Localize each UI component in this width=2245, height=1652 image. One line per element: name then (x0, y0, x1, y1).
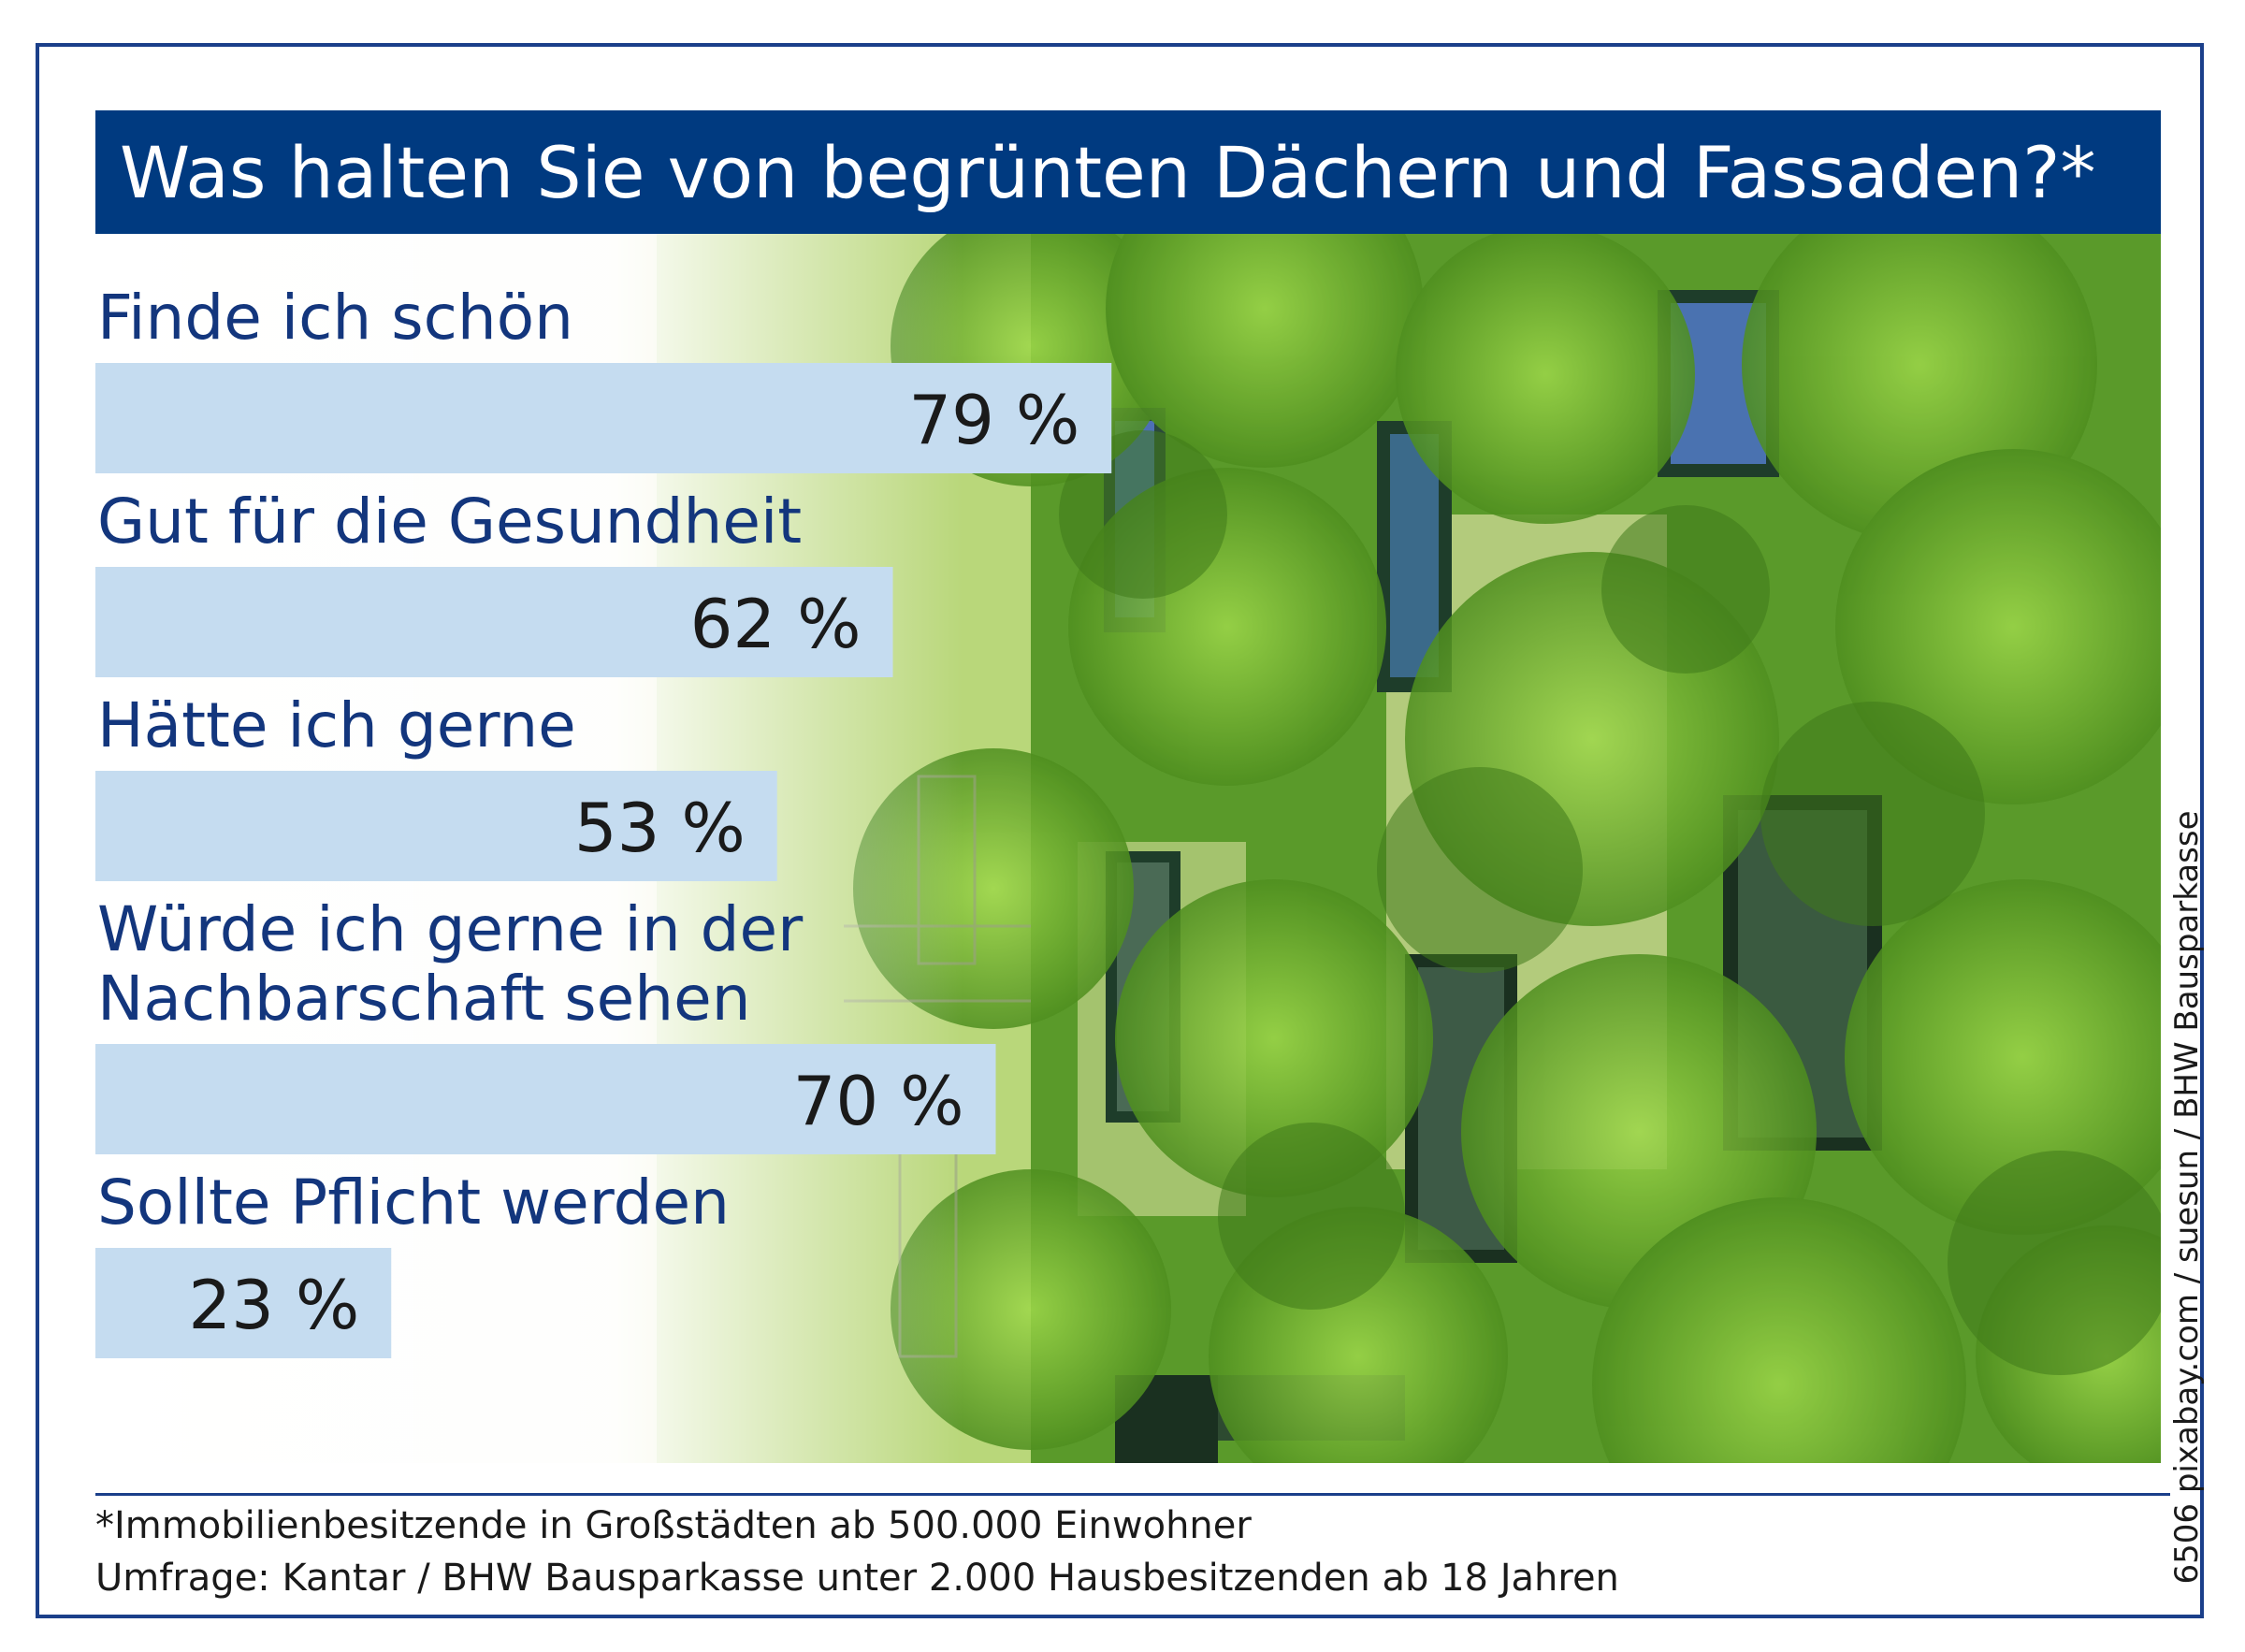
bar (95, 363, 1112, 473)
bar (95, 771, 777, 881)
category-label: Gut für die Gesundheit (97, 485, 802, 558)
photo-credit: 6506 pixabay.com / suesun / BHW Bauspark… (2168, 810, 2206, 1585)
bar-chart: Finde ich schön 79 % Gut für die Gesundhei… (95, 282, 1112, 1358)
value-label: 23 % (188, 1266, 359, 1344)
footer-divider (95, 1493, 2170, 1496)
footnote-survey: Umfrage: Kantar / BHW Bausparkasse unter… (95, 1557, 1619, 1600)
value-label: 53 % (574, 789, 746, 867)
value-label: 62 % (690, 585, 862, 663)
value-label: 79 % (908, 381, 1079, 459)
value-label: 70 % (793, 1062, 964, 1140)
chart-title: Was halten Sie von begrünten Dächern und… (95, 110, 2161, 234)
category-label: Würde ich gerne in der (97, 893, 804, 965)
category-label: Finde ich schön (97, 282, 573, 354)
category-label: Hätte ich gerne (97, 689, 576, 761)
footnote-population: *Immobilienbesitzende in Großstädten ab … (95, 1504, 1252, 1547)
category-label: Sollte Pflicht werden (97, 1167, 730, 1239)
bar (95, 567, 893, 677)
bar (95, 1248, 392, 1358)
category-label: Nachbarschaft sehen (97, 963, 751, 1035)
bar (95, 1044, 996, 1154)
